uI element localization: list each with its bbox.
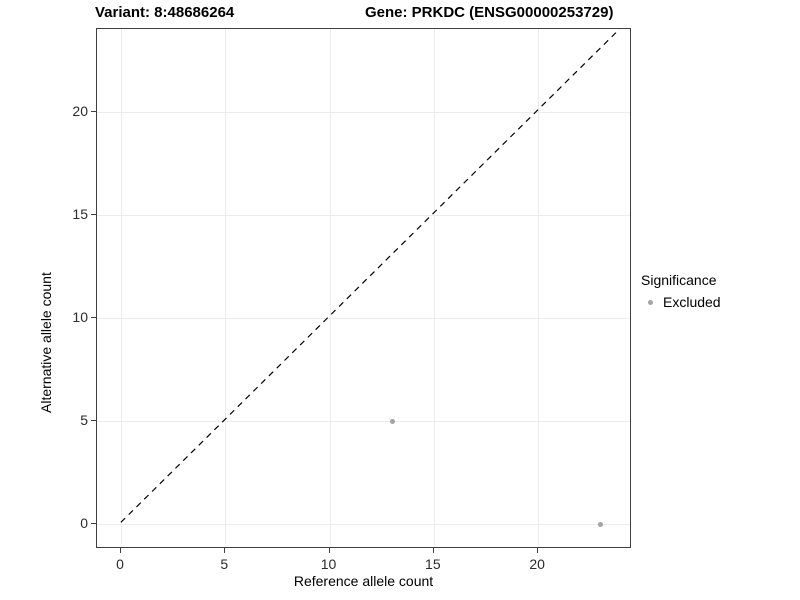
legend-dot-icon xyxy=(647,299,653,305)
y-tick-mark xyxy=(91,316,96,318)
grid-line-vertical xyxy=(538,29,540,547)
x-tick-label: 5 xyxy=(220,556,229,572)
data-point xyxy=(389,418,395,424)
plot-panel xyxy=(96,28,631,548)
legend: Significance Excluded xyxy=(641,272,796,311)
legend-item[interactable]: Excluded xyxy=(641,293,796,311)
legend-items: Excluded xyxy=(641,293,796,311)
grid-line-vertical xyxy=(329,29,331,547)
x-axis-title: Reference allele count xyxy=(293,573,434,589)
x-tick-label: 10 xyxy=(320,556,337,572)
x-tick-mark xyxy=(432,548,434,553)
x-tick-label: 15 xyxy=(425,556,441,572)
grid-line-vertical xyxy=(120,29,122,547)
y-axis-title: Alternative allele count xyxy=(38,272,54,413)
grid-line-horizontal xyxy=(97,421,630,423)
legend-title: Significance xyxy=(641,272,717,288)
x-tick-mark xyxy=(328,548,330,553)
y-tick-label: 20 xyxy=(72,102,88,119)
y-tick-label: 0 xyxy=(80,515,88,532)
grid-line-horizontal xyxy=(97,214,630,216)
data-point xyxy=(598,521,604,527)
grid-line-vertical xyxy=(225,29,227,547)
y-tick-mark xyxy=(91,213,96,215)
diagonal-reference-line xyxy=(120,29,621,523)
x-tick-mark xyxy=(119,548,121,553)
grid-line-vertical xyxy=(433,29,435,547)
legend-key xyxy=(641,293,659,311)
title-row: Variant: 8:48686264 Gene: PRKDC (ENSG000… xyxy=(0,4,640,26)
y-tick-mark xyxy=(91,523,96,525)
y-tick-mark xyxy=(91,420,96,422)
variant-title: Variant: 8:48686264 xyxy=(95,4,235,21)
x-tick-label: 0 xyxy=(116,556,124,572)
x-tick-mark xyxy=(224,548,226,553)
grid-line-horizontal xyxy=(97,317,630,319)
legend-label: Excluded xyxy=(663,294,721,310)
x-tick-label: 20 xyxy=(529,556,545,572)
grid-line-horizontal xyxy=(97,524,630,526)
grid-line-horizontal xyxy=(97,111,630,113)
y-tick-label: 15 xyxy=(72,205,88,222)
y-tick-label: 10 xyxy=(72,308,88,325)
y-tick-mark xyxy=(91,110,96,112)
x-tick-mark xyxy=(537,548,539,553)
gene-title: Gene: PRKDC (ENSG00000253729) xyxy=(365,4,614,21)
y-tick-label: 5 xyxy=(80,412,88,429)
